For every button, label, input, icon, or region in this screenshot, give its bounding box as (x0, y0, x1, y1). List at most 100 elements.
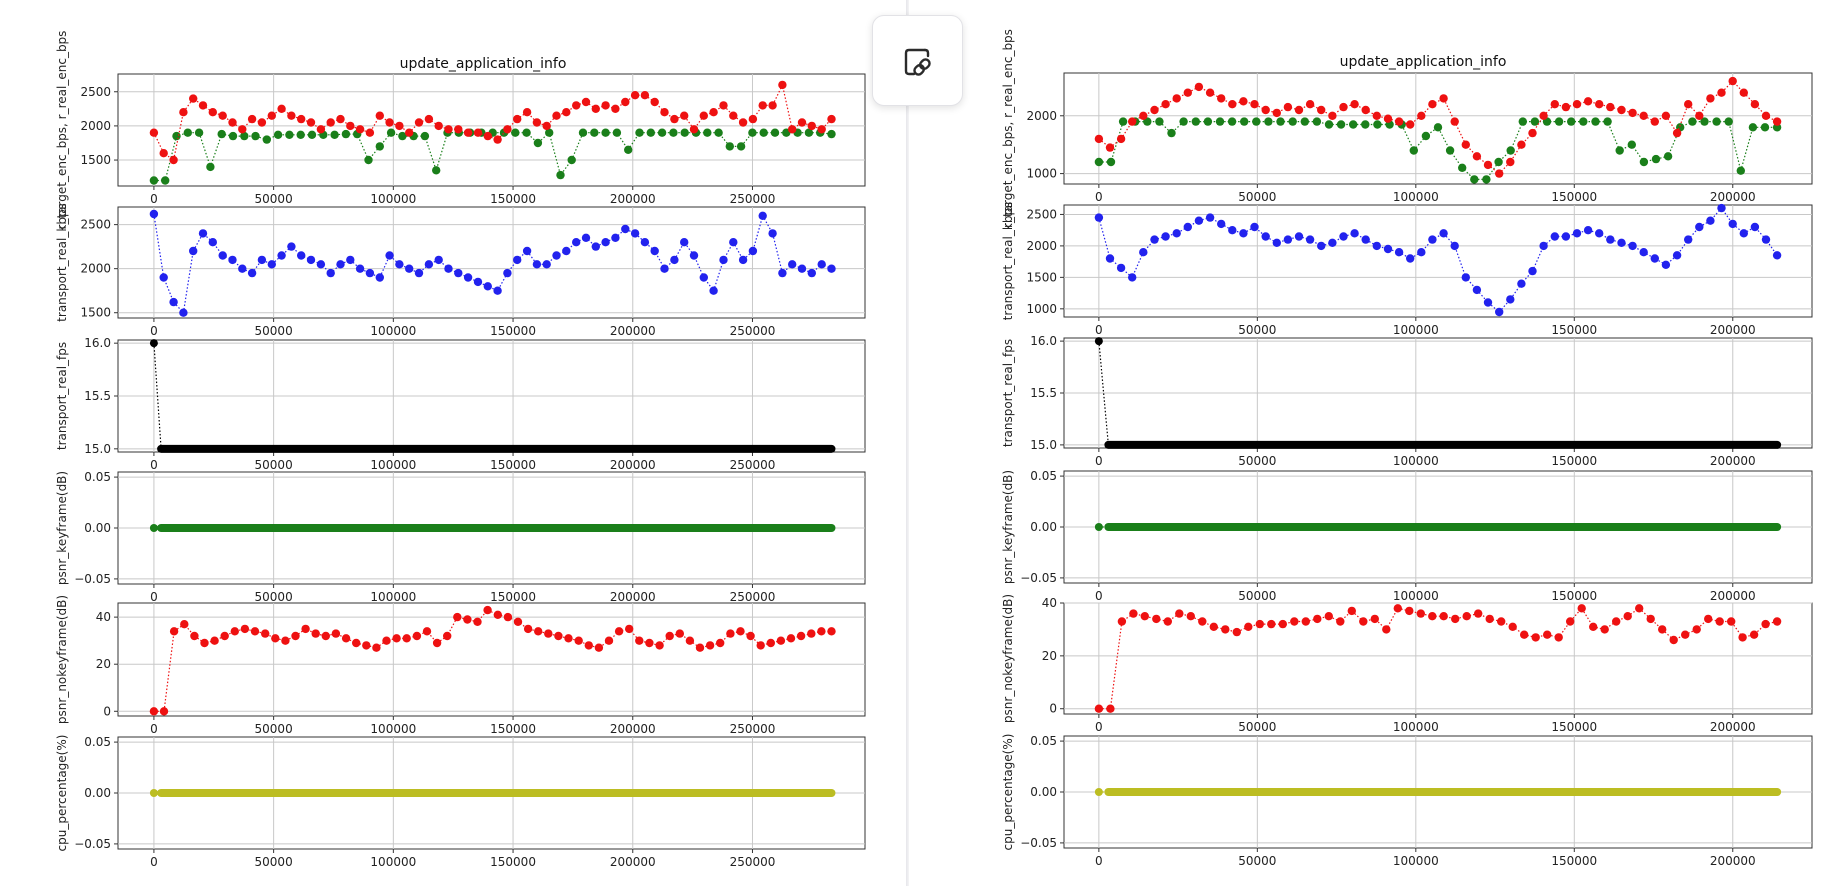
link-icon (904, 48, 931, 76)
data-point (1161, 100, 1170, 109)
data-point (513, 617, 523, 626)
data-point (1615, 146, 1624, 155)
x-tick-label: 0 (150, 590, 158, 604)
x-tick-label: 200000 (610, 458, 656, 472)
panel-psnr-keyframe: 0 50000 100000 150000 200000 −0.05 0.00 0.05 psn… (1001, 469, 1813, 603)
data-point (601, 101, 610, 110)
chart-right: update_application_info 0 50000 100000 1500… (1001, 29, 1813, 868)
data-point (1717, 203, 1726, 213)
data-point (756, 641, 765, 650)
x-tick-label: 150000 (490, 192, 536, 206)
data-point (277, 104, 286, 114)
data-point (1688, 117, 1697, 126)
data-point (443, 631, 452, 641)
x-tick-label: 0 (1095, 720, 1103, 734)
x-tick-label: 200000 (610, 722, 656, 736)
data-point (1300, 117, 1310, 126)
data-point (578, 128, 588, 137)
data-point (670, 114, 679, 124)
data-point (1583, 97, 1593, 106)
data-point (238, 125, 247, 134)
y-tick-label: −0.05 (74, 572, 111, 586)
y-tick-label: 0.00 (84, 521, 111, 535)
data-point (1194, 82, 1204, 92)
series-transport_real_kbps (149, 209, 836, 317)
x-tick-label: 50000 (1238, 720, 1276, 734)
data-point (352, 638, 361, 648)
data-point (1483, 160, 1493, 170)
data-point (1566, 617, 1575, 626)
data-point (405, 128, 414, 137)
x-tick-label: 50000 (1238, 190, 1276, 204)
data-point (1506, 295, 1515, 304)
y-axis-label: cpu_percentage(%) (55, 735, 69, 852)
data-point (1572, 100, 1582, 109)
data-point (250, 627, 260, 636)
x-tick-label: 100000 (370, 324, 416, 338)
x-tick-label: 150000 (490, 722, 536, 736)
data-point (1628, 108, 1637, 118)
data-point (1394, 248, 1404, 257)
data-point (1094, 134, 1104, 144)
data-point (331, 629, 341, 638)
y-tick-label: 20 (96, 657, 111, 671)
data-point (594, 643, 604, 652)
x-tick-label: 50000 (255, 192, 293, 206)
data-point (513, 255, 522, 265)
data-point (341, 129, 351, 139)
y-axis-label: transport_real_fps (1001, 339, 1015, 447)
data-point (1520, 630, 1529, 639)
x-tick-label: 0 (1095, 190, 1103, 204)
y-tick-label: 0.00 (1030, 785, 1057, 799)
chart-left: update_application_info 0 50000 100000 1500… (55, 31, 866, 869)
data-point (200, 638, 209, 648)
data-point (1328, 238, 1337, 247)
data-point (1445, 146, 1455, 155)
data-point (827, 264, 836, 273)
x-tick-label: 200000 (1710, 589, 1756, 603)
data-point (1406, 120, 1415, 129)
data-point (1294, 105, 1304, 115)
x-tick-label: 100000 (370, 458, 416, 472)
x-tick-label: 0 (150, 722, 158, 736)
y-axis-label: psnr_keyframe(dB) (55, 471, 69, 585)
data-point (778, 268, 787, 278)
data-point (1439, 612, 1448, 621)
data-point (1183, 88, 1193, 97)
data-point (1272, 108, 1282, 118)
data-point (228, 131, 238, 141)
data-point (1539, 111, 1548, 121)
data-point (1361, 235, 1370, 244)
data-point (434, 255, 443, 265)
data-point (473, 277, 483, 287)
data-point (1517, 140, 1526, 149)
data-point (729, 111, 738, 120)
data-point (262, 135, 271, 144)
data-point (1461, 140, 1471, 149)
data-point (296, 130, 305, 139)
data-point (375, 273, 384, 282)
data-point (562, 108, 571, 117)
link-button[interactable] (872, 15, 963, 106)
data-point (1194, 216, 1204, 225)
plot-frame (117, 602, 866, 717)
data-point (759, 128, 768, 137)
y-axis-label: psnr_nokeyframe(dB) (1001, 594, 1015, 723)
data-point (1595, 100, 1604, 109)
data-point (1155, 117, 1164, 126)
data-point (1150, 235, 1159, 244)
data-point (375, 142, 384, 151)
data-point (1531, 633, 1540, 642)
data-point (591, 104, 600, 114)
data-point (1554, 117, 1564, 126)
data-point (1128, 117, 1137, 126)
data-point (285, 130, 294, 139)
data-point (827, 627, 836, 636)
data-point (1606, 235, 1615, 244)
data-point (807, 268, 816, 278)
data-point (414, 268, 424, 278)
data-point (1772, 117, 1782, 126)
data-point (703, 128, 712, 137)
data-point (1244, 622, 1253, 631)
x-tick-label: 150000 (1551, 854, 1597, 868)
